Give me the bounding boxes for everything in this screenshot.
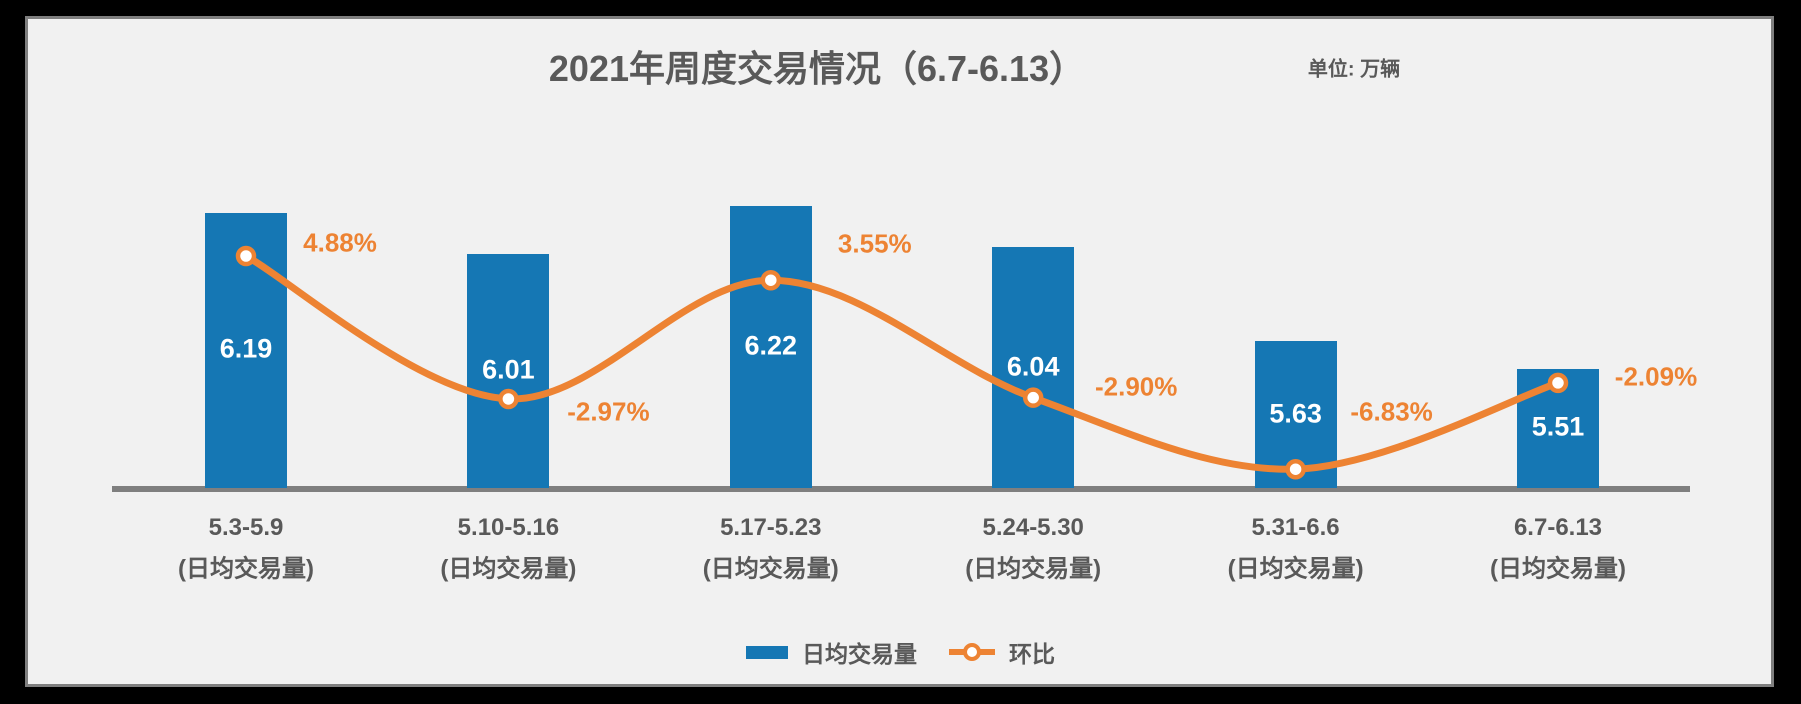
bar-value-label: 6.04 — [1006, 351, 1060, 382]
chart-background — [25, 16, 1774, 687]
x-axis-line — [112, 486, 1690, 492]
legend-line-label: 环比 — [1009, 641, 1055, 667]
line-value-label: -2.09% — [1614, 361, 1698, 392]
legend: 日均交易量 环比 — [0, 639, 1801, 667]
x-axis-label: 5.3-5.9 — [208, 514, 284, 541]
x-axis-label: 5.31-6.6 — [1251, 514, 1340, 541]
legend-bar-swatch — [746, 645, 788, 659]
bar-value-label: 6.19 — [219, 333, 273, 364]
x-axis-label: 6.7-6.13 — [1513, 514, 1603, 541]
x-axis-sublabel: (日均交易量) — [1490, 555, 1626, 583]
legend-line-marker-icon — [949, 642, 995, 662]
bar-value-label: 5.51 — [1531, 411, 1585, 442]
line-value-label: -2.90% — [1094, 371, 1178, 402]
line-value-label: 4.88% — [303, 227, 377, 258]
bar-value-label: 5.63 — [1269, 398, 1322, 429]
line-value-label: -2.97% — [567, 396, 650, 427]
unit-label: 单位: 万辆 — [1307, 58, 1401, 81]
x-axis-sublabel: (日均交易量) — [178, 555, 314, 583]
x-axis-sublabel: (日均交易量) — [1227, 555, 1364, 583]
x-axis-label: 5.10-5.16 — [457, 514, 560, 541]
bar-value-label: 6.01 — [482, 354, 535, 385]
x-axis-label: 5.17-5.23 — [720, 514, 822, 541]
chart-title: 2021年周度交易情况（6.7-6.13） — [548, 48, 1086, 89]
x-axis-label: 5.24-5.30 — [982, 514, 1084, 541]
x-axis-sublabel: (日均交易量) — [440, 555, 577, 583]
legend-bar-label: 日均交易量 — [802, 641, 917, 667]
line-value-label: -6.83% — [1350, 396, 1433, 427]
bar-value-label: 6.22 — [744, 330, 798, 361]
x-axis-sublabel: (日均交易量) — [965, 555, 1102, 583]
x-axis-sublabel: (日均交易量) — [702, 555, 839, 583]
line-value-label: 3.55% — [837, 228, 912, 259]
